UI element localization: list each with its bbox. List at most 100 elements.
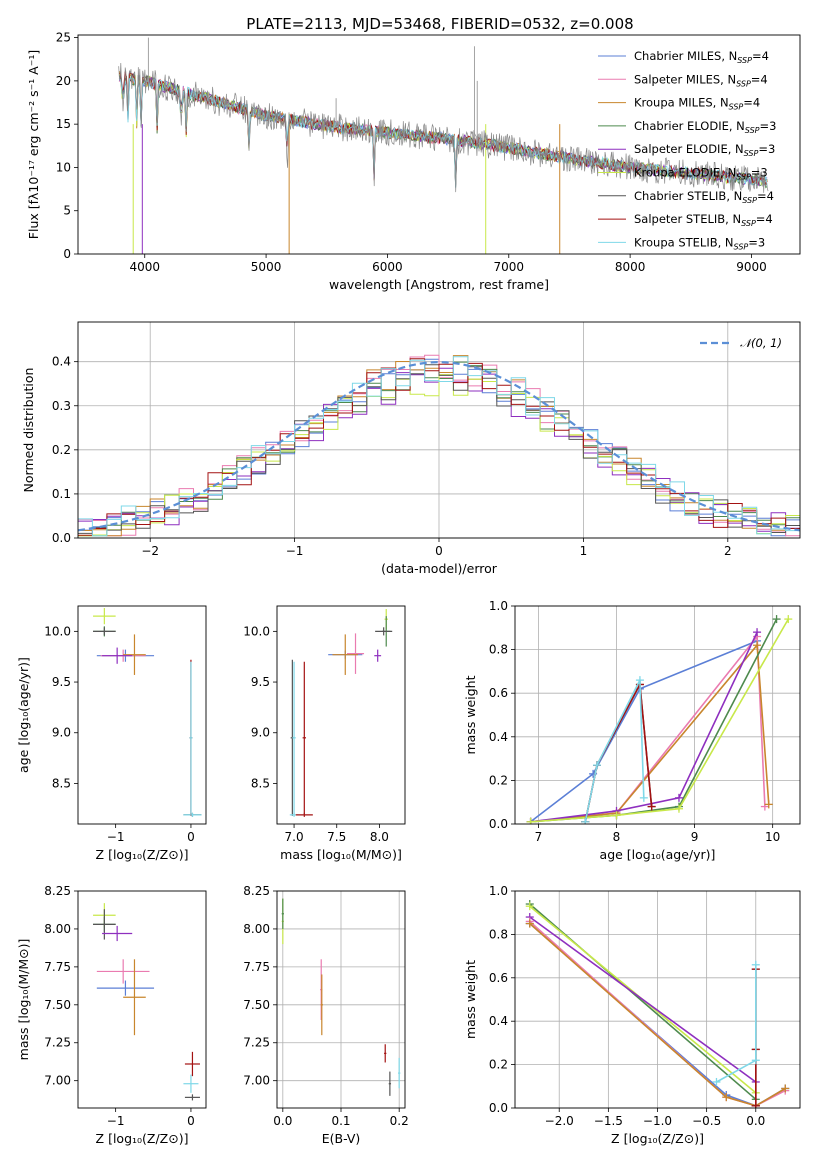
x-tick-label: 1	[580, 544, 588, 558]
error-bar-point	[183, 1074, 199, 1093]
x-axis-label: wavelength [Angstrom, rest frame]	[329, 277, 549, 292]
x-axis-label: age [log₁₀(age/yr)]	[600, 847, 716, 862]
mass-weight-marker	[639, 793, 648, 802]
y-tick-label: 8.25	[44, 884, 71, 898]
x-axis-label: (data-model)/error	[381, 561, 498, 576]
y-tick-label: 1.0	[489, 599, 508, 613]
gridlines	[515, 890, 800, 1109]
error-bar-point	[93, 627, 116, 636]
legend-entry: Salpeter ELODIE, NSSP=3	[634, 142, 775, 158]
x-tick-label: −1	[107, 1114, 125, 1128]
error-bar-point	[302, 661, 307, 814]
x-tick-label: −2	[141, 544, 159, 558]
plot-area	[78, 354, 800, 537]
y-tick-label: 7.75	[243, 960, 270, 974]
y-tick-label: 0.1	[52, 487, 71, 501]
mass-weight-line	[529, 916, 757, 1083]
y-tick-label: 1.0	[489, 884, 508, 898]
y-tick-label: 0.0	[489, 817, 508, 831]
weight-vs-age-plot: 7 8 9 10 0.0 0.2 0.4 0.6 0.8 1.0 age [log₁₀(age/yr…	[463, 599, 801, 862]
y-tick-label: 0.4	[489, 730, 508, 744]
model-spectrum-line	[118, 77, 768, 188]
spectrum-legend: Chabrier MILES, NSSP=4 Salpeter MILES, NS…	[598, 49, 776, 251]
residuals-histogram: −2 −1 0 1 2 0.0 0.1 0.2 0.3 0.4 (data-model)/error…	[21, 321, 801, 576]
error-bar-point	[375, 627, 393, 636]
y-tick-label: 9.0	[251, 726, 270, 740]
x-tick-label: −2.0	[545, 1114, 574, 1128]
x-tick-label: 9000	[736, 260, 767, 274]
x-tick-label: 0.1	[331, 1114, 350, 1128]
model-spectrum-line	[118, 73, 768, 188]
legend-entry: Kroupa MILES, NSSP=4	[634, 96, 760, 112]
x-tick-label: 0	[187, 1114, 195, 1128]
mass-weight-line	[530, 643, 770, 823]
y-axis-label: Flux [fλ10⁻¹⁷ erg cm⁻² s⁻¹ A⁻¹]	[26, 50, 41, 239]
y-tick-label: 0.8	[489, 927, 508, 941]
x-tick-label: 2	[724, 544, 732, 558]
error-bar-point	[102, 925, 133, 942]
plot-area	[118, 37, 769, 254]
mass-weight-marker	[751, 1056, 760, 1065]
mass-weight-marker	[753, 641, 762, 650]
error-bar-point	[123, 634, 146, 675]
y-tick-label: 8.00	[44, 922, 71, 936]
error-bar-point	[281, 898, 284, 929]
x-tick-label: 0	[435, 544, 443, 558]
plot-area	[289, 609, 393, 817]
y-tick-label: 9.5	[52, 675, 71, 689]
mass-weight-marker	[581, 817, 590, 824]
error-bar-point	[93, 608, 116, 625]
axes-frame	[514, 605, 801, 825]
mass-weight-marker	[722, 1093, 731, 1102]
error-bar-point	[102, 647, 133, 664]
y-axis-label: Normed distribution	[21, 368, 36, 493]
mass-weight-marker	[674, 793, 683, 802]
x-tick-label: 8	[613, 830, 621, 844]
y-tick-label: 5	[63, 204, 71, 218]
axes-frame	[77, 890, 207, 1109]
mass-weight-marker	[751, 1101, 760, 1108]
x-tick-label: 10	[765, 830, 780, 844]
mass-weight-marker	[612, 811, 621, 820]
plot-area	[281, 898, 401, 1096]
legend-entry: Chabrier ELODIE, NSSP=3	[634, 119, 776, 135]
error-bar-point	[184, 1094, 200, 1101]
mass-weight-marker	[753, 628, 762, 637]
y-tick-label: 0.4	[52, 355, 71, 369]
y-tick-label: 8.00	[243, 922, 270, 936]
legend-entry: Kroupa STELIB, NSSP=3	[634, 235, 765, 251]
plot-area	[525, 900, 790, 1108]
x-tick-label: 8000	[615, 260, 646, 274]
error-bar-point	[96, 959, 150, 984]
mass-weight-marker	[592, 761, 601, 770]
y-axis-label: mass [log₁₀(M/M⊙)]	[16, 939, 31, 1061]
y-tick-label: 7.50	[44, 998, 71, 1012]
x-tick-label: −0.5	[692, 1114, 721, 1128]
x-tick-label: 7.0	[285, 830, 304, 844]
error-bar-point	[384, 1044, 387, 1063]
error-bar-point	[183, 812, 202, 817]
y-tick-label: 0.3	[52, 399, 71, 413]
x-tick-label: 0.0	[746, 1114, 765, 1128]
error-bar-point	[123, 959, 146, 1036]
mass-weight-marker	[751, 960, 760, 969]
error-bar-point	[184, 1051, 200, 1077]
y-tick-label: 0.0	[489, 1101, 508, 1115]
y-tick-label: 8.25	[243, 884, 270, 898]
error-bar-point	[93, 909, 116, 940]
weight-vs-metallicity-plot: −2.0 −1.5 −1.0 −0.5 0.0 0.0 0.2 0.4 0.6 0.8 1.0 Z […	[463, 884, 801, 1146]
error-bar-point	[295, 812, 313, 817]
axes-frame	[276, 605, 406, 825]
legend-entry: 𝒩(0, 1)	[740, 336, 782, 350]
y-tick-label: 9.0	[52, 726, 71, 740]
legend-entry: Kroupa ELODIE, NSSP=3	[634, 166, 768, 182]
error-bar-point	[398, 1057, 401, 1089]
age-vs-metallicity-plot: −1 0 8.5 9.0 9.5 10.0 Z [log₁₀(Z/Z⊙)] age [log₁…	[16, 605, 207, 862]
y-tick-label: 8.5	[52, 776, 71, 790]
x-axis-label: E(B-V)	[322, 1131, 361, 1146]
y-tick-label: 7.00	[243, 1074, 270, 1088]
y-axis-label: mass weight	[463, 960, 478, 1039]
error-bar-point	[374, 649, 382, 662]
y-tick-label: 0.0	[52, 531, 71, 545]
error-bar-point	[320, 974, 323, 1036]
